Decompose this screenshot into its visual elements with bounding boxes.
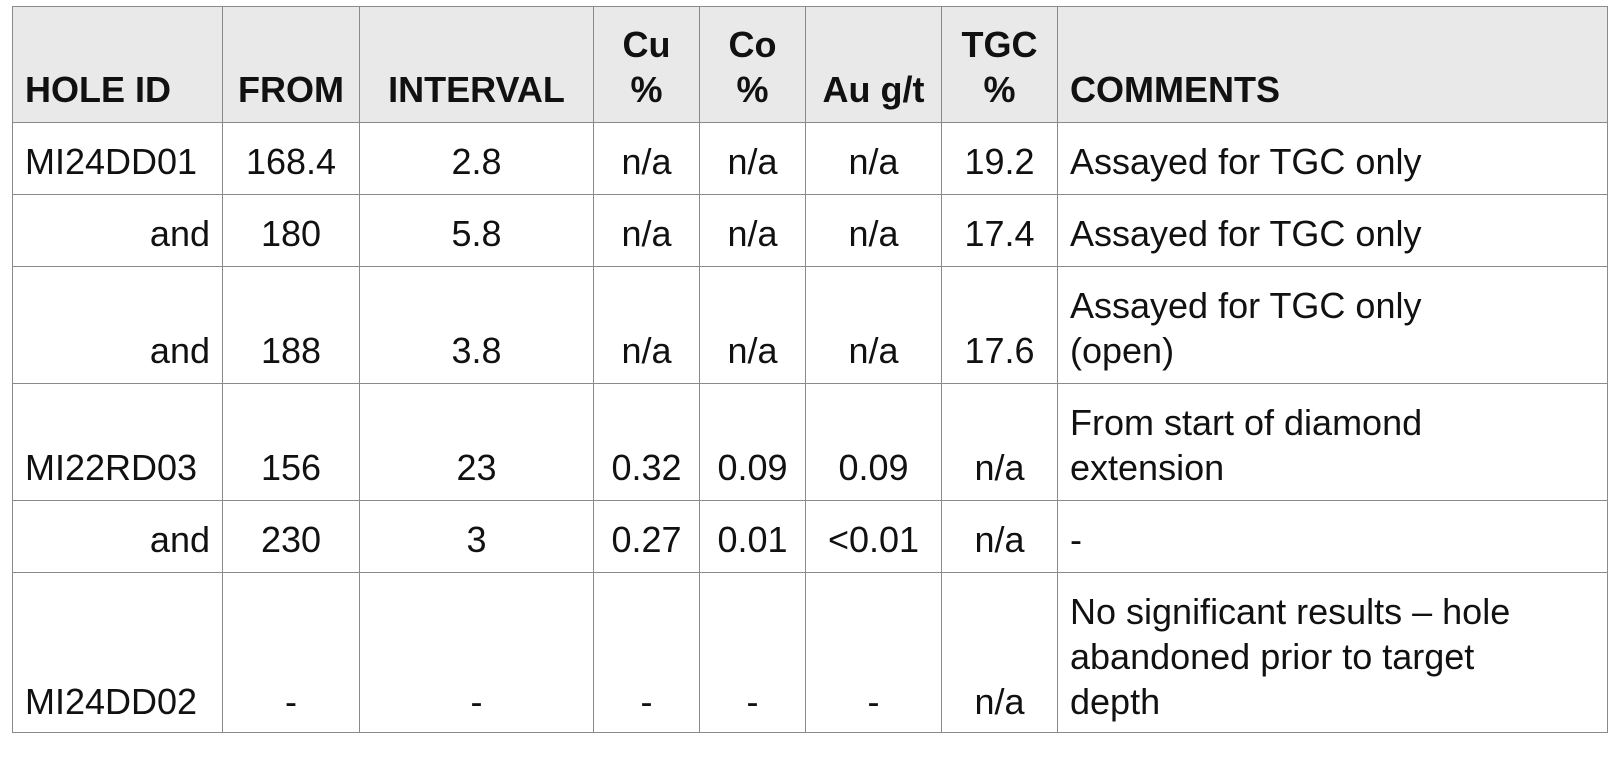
cell-cu: - — [593, 572, 700, 733]
cell-comment: Assayed for TGC only — [1057, 194, 1608, 267]
cell-tgc: n/a — [941, 383, 1058, 501]
comment-line: Assayed for TGC only — [1070, 141, 1422, 182]
comment-line: extension — [1070, 447, 1225, 488]
cell-co: - — [699, 572, 806, 733]
cell-au: n/a — [805, 122, 942, 195]
header-co: Co% — [699, 6, 806, 123]
cell-from: 156 — [222, 383, 360, 501]
cell-from: 180 — [222, 194, 360, 267]
cell-cu: n/a — [593, 266, 700, 384]
comment-line: Assayed for TGC only — [1070, 285, 1422, 326]
header-co-unit: % — [736, 69, 769, 110]
cell-hole-id: and — [12, 194, 223, 267]
cell-co: n/a — [699, 194, 806, 267]
table-row: MI22RD03 156 23 0.32 0.09 0.09 n/a From … — [12, 383, 1608, 501]
cell-au: n/a — [805, 194, 942, 267]
header-tgc-unit: % — [983, 69, 1016, 110]
cell-comment: - — [1057, 500, 1608, 573]
comment-line: depth — [1070, 681, 1161, 722]
comment-line: (open) — [1070, 330, 1175, 371]
cell-cu: n/a — [593, 122, 700, 195]
cell-au: <0.01 — [805, 500, 942, 573]
comment-line: From start of diamond — [1070, 402, 1423, 443]
cell-au: n/a — [805, 266, 942, 384]
cell-from: - — [222, 572, 360, 733]
cell-hole-id: MI24DD01 — [12, 122, 223, 195]
header-cu-label: Cu — [622, 24, 671, 65]
cell-tgc: n/a — [941, 500, 1058, 573]
cell-tgc: n/a — [941, 572, 1058, 733]
header-tgc: TGC% — [941, 6, 1058, 123]
header-cu: Cu% — [593, 6, 700, 123]
cell-co: 0.01 — [699, 500, 806, 573]
cell-interval: 3.8 — [359, 266, 594, 384]
header-au: Au g/t — [805, 6, 942, 123]
table-row: MI24DD02 - - - - - n/a No significant re… — [12, 572, 1608, 733]
cell-from: 168.4 — [222, 122, 360, 195]
cell-hole-id: and — [12, 500, 223, 573]
cell-comment: Assayed for TGC only — [1057, 122, 1608, 195]
cell-tgc: 17.6 — [941, 266, 1058, 384]
cell-tgc: 17.4 — [941, 194, 1058, 267]
cell-co: n/a — [699, 122, 806, 195]
cell-interval: 5.8 — [359, 194, 594, 267]
header-co-label: Co — [728, 24, 777, 65]
table-row: and 180 5.8 n/a n/a n/a 17.4 Assayed for… — [12, 194, 1608, 267]
header-comments: COMMENTS — [1057, 6, 1608, 123]
cell-tgc: 19.2 — [941, 122, 1058, 195]
comment-line: - — [1070, 519, 1082, 560]
header-hole-id: HOLE ID — [12, 6, 223, 123]
header-interval: INTERVAL — [359, 6, 594, 123]
comment-line: No significant results – hole — [1070, 591, 1511, 632]
header-tgc-label: TGC — [961, 24, 1038, 65]
cell-interval: 3 — [359, 500, 594, 573]
table-row: and 230 3 0.27 0.01 <0.01 n/a - — [12, 500, 1608, 573]
cell-comment: No significant results – hole abandoned p… — [1057, 572, 1608, 733]
cell-from: 188 — [222, 266, 360, 384]
cell-from: 230 — [222, 500, 360, 573]
cell-au: 0.09 — [805, 383, 942, 501]
table-row: MI24DD01 168.4 2.8 n/a n/a n/a 19.2 Assa… — [12, 122, 1608, 195]
cell-interval: 2.8 — [359, 122, 594, 195]
cell-interval: 23 — [359, 383, 594, 501]
cell-cu: n/a — [593, 194, 700, 267]
cell-comment: From start of diamond extension — [1057, 383, 1608, 501]
comment-line: abandoned prior to target — [1070, 636, 1475, 677]
cell-cu: 0.27 — [593, 500, 700, 573]
table-header: HOLE ID FROM INTERVAL Cu% Co% Au g/t TGC… — [12, 6, 1608, 123]
table-body: MI24DD01 168.4 2.8 n/a n/a n/a 19.2 Assa… — [12, 122, 1608, 733]
cell-hole-id: MI24DD02 — [12, 572, 223, 733]
comment-line: Assayed for TGC only — [1070, 213, 1422, 254]
header-row: HOLE ID FROM INTERVAL Cu% Co% Au g/t TGC… — [12, 6, 1608, 123]
cell-au: - — [805, 572, 942, 733]
cell-hole-id: MI22RD03 — [12, 383, 223, 501]
cell-comment: Assayed for TGC only (open) — [1057, 266, 1608, 384]
cell-cu: 0.32 — [593, 383, 700, 501]
cell-co: 0.09 — [699, 383, 806, 501]
table-row: and 188 3.8 n/a n/a n/a 17.6 Assayed for… — [12, 266, 1608, 384]
results-table: HOLE ID FROM INTERVAL Cu% Co% Au g/t TGC… — [12, 6, 1608, 733]
cell-interval: - — [359, 572, 594, 733]
cell-hole-id: and — [12, 266, 223, 384]
header-from: FROM — [222, 6, 360, 123]
cell-co: n/a — [699, 266, 806, 384]
header-cu-unit: % — [630, 69, 663, 110]
